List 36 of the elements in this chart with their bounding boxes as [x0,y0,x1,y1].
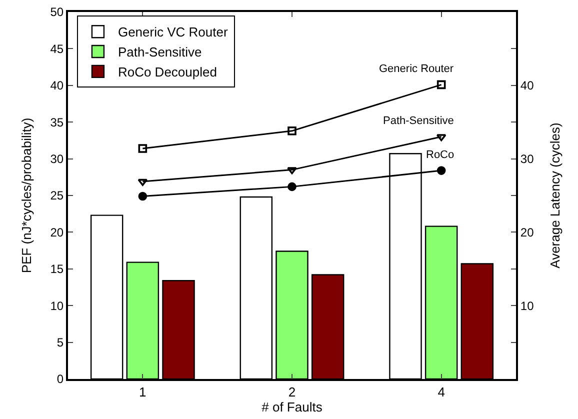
series-label: Generic Router [379,63,454,75]
legend-label: RoCo Decoupled [118,64,217,80]
y-tick-label: 30 [50,152,64,166]
y2-tick-label: 20 [520,225,534,240]
x-tick-label: 2 [288,384,296,400]
y2-tick-label: 30 [520,152,534,166]
series-label: RoCo [426,149,454,161]
y-tick-label: 45 [50,42,64,56]
point [138,144,148,153]
point [288,126,296,136]
point [436,80,446,90]
x-tick-label: 1 [139,384,146,400]
y-tick-label: 35 [50,115,64,130]
point [138,192,148,201]
y2-axis-title: Average Latency (cycles) [548,122,562,268]
legend-label: Path-Sensitive [118,44,202,60]
y2-tick-label: 40 [520,78,534,93]
point [436,166,446,175]
y-axis-title: PEF (nJ*cycles/probability) [19,118,34,274]
point [138,178,148,186]
point [288,182,296,192]
y-tick-label: 0 [56,372,64,386]
y-tick-label: 25 [50,188,64,203]
y-tick-label: 20 [50,225,64,240]
legend-label: Generic VC Router [118,24,228,40]
x-axis-title: # of Faults [262,400,323,415]
series-label: Path-Sensitive [383,115,454,127]
y-tick-label: 10 [50,298,64,313]
point [436,134,446,142]
x-tick-label: 4 [438,384,445,400]
y2-tick-label: 10 [520,298,534,313]
y-tick-label: 50 [50,5,64,20]
y-tick-label: 15 [50,262,64,276]
point [287,167,297,174]
y-tick-label: 40 [50,78,64,93]
y-tick-label: 5 [56,336,64,350]
